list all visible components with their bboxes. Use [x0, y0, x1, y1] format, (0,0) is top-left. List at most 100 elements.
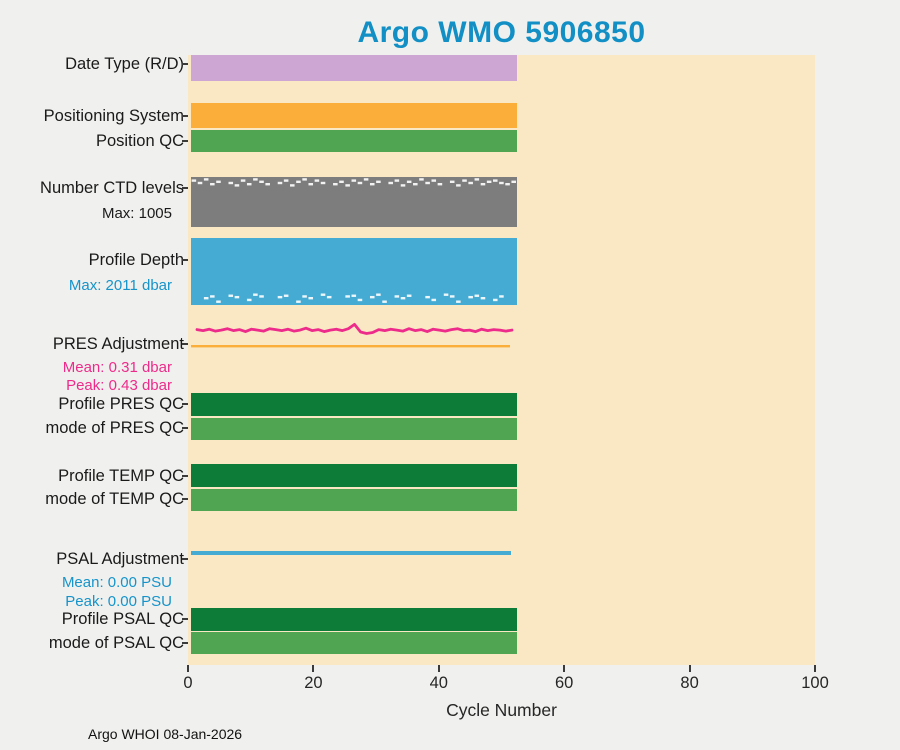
cycle-mark	[197, 181, 203, 185]
cycle-mark	[308, 183, 314, 186]
row-label-date_type: Date Type (R/D)	[65, 55, 184, 73]
cycle-mark	[253, 293, 258, 296]
row-bar-mode_pres_qc	[191, 418, 517, 440]
row-sublabel-pres_adjustment-1: Peak: 0.43 dbar	[66, 377, 172, 394]
cycle-mark	[246, 298, 252, 302]
cycle-mark	[216, 180, 221, 183]
cycle-mark	[369, 295, 375, 299]
cycle-mark	[419, 178, 424, 181]
cycle-mark	[413, 183, 418, 186]
cycle-mark	[216, 300, 221, 303]
cycle-mark	[492, 179, 498, 182]
cycle-mark	[283, 179, 289, 182]
cycle-mark	[474, 178, 480, 181]
cycle-mark	[449, 180, 455, 183]
cycle-mark	[210, 295, 215, 298]
cycle-mark	[283, 294, 289, 297]
cycle-mark	[259, 180, 264, 183]
cycle-mark	[394, 295, 400, 298]
x-axis-tick	[437, 665, 440, 672]
cycle-mark	[468, 181, 473, 185]
row-label-psal_adjustment: PSAL Adjustment	[56, 550, 184, 568]
cycle-mark	[431, 298, 437, 302]
cycle-mark	[210, 183, 215, 186]
cycle-mark	[499, 181, 504, 185]
cycle-mark	[394, 179, 400, 182]
row-label-profile_depth: Profile Depth	[88, 251, 184, 269]
row-bar-positioning_system	[191, 103, 517, 128]
cycle-mark	[425, 181, 430, 185]
cycle-mark	[302, 178, 307, 181]
cycle-mark	[259, 295, 264, 298]
y-axis-tick	[182, 63, 188, 65]
row-bar-profile_temp_qc	[191, 464, 517, 487]
row-label-mode_temp_qc: mode of TEMP QC	[45, 490, 184, 508]
cycle-mark	[431, 179, 437, 182]
row-bar-profile_psal_qc	[191, 608, 517, 631]
cycle-mark	[357, 181, 363, 185]
cycle-mark	[443, 293, 449, 296]
cycle-mark	[468, 295, 473, 299]
chart-title: Argo WMO 5906850	[357, 16, 646, 49]
cycle-mark	[357, 298, 363, 302]
cycle-mark	[474, 294, 480, 297]
cycle-mark	[228, 181, 234, 185]
row-label-position_qc: Position QC	[95, 132, 184, 150]
cycle-mark	[449, 295, 455, 298]
x-axis-tick	[312, 665, 315, 672]
row-bar-date_type	[191, 55, 517, 81]
cycle-mark	[240, 179, 246, 182]
cycle-mark	[492, 298, 498, 302]
cycle-mark	[406, 180, 412, 183]
cycle-mark	[462, 179, 467, 182]
row-bar-ctd_levels	[191, 177, 517, 227]
y-axis-tick	[182, 498, 188, 500]
cycle-mark	[345, 184, 350, 187]
cycle-mark	[203, 178, 209, 181]
x-tick-label: 40	[429, 674, 448, 692]
cycle-mark	[351, 294, 357, 297]
cycle-mark	[345, 295, 350, 298]
cycle-mark	[277, 181, 283, 185]
cycle-mark	[246, 183, 252, 186]
x-tick-label: 60	[555, 674, 574, 692]
cycle-mark	[290, 184, 295, 187]
cycle-mark	[339, 180, 344, 183]
cycle-mark	[456, 300, 461, 303]
row-bar-profile_depth	[191, 238, 517, 305]
row-bar-mode_temp_qc	[191, 489, 517, 511]
y-axis-tick	[182, 259, 188, 261]
cycle-mark	[437, 183, 443, 186]
x-axis-tick	[563, 665, 566, 672]
cycle-mark	[400, 297, 406, 300]
cycle-mark	[382, 300, 387, 303]
cycle-mark	[234, 295, 240, 299]
cycle-mark	[326, 295, 332, 299]
x-tick-label: 20	[304, 674, 323, 692]
y-axis-tick	[182, 343, 188, 345]
x-tick-label: 80	[680, 674, 699, 692]
row-label-mode_psal_qc: mode of PSAL QC	[48, 634, 184, 652]
row-sublabel-pres_adjustment-0: Mean: 0.31 dbar	[62, 359, 172, 376]
row-label-ctd_levels: Number CTD levels	[40, 179, 184, 197]
cycle-mark	[203, 297, 209, 300]
cycle-mark	[265, 183, 270, 186]
y-axis-tick	[182, 140, 188, 142]
cycle-mark	[376, 293, 381, 296]
row-sublabel-ctd_levels-0: Max: 1005	[101, 205, 172, 222]
cycle-mark	[480, 297, 486, 300]
cycle-mark	[363, 178, 369, 181]
cycle-mark	[253, 178, 258, 181]
y-axis-tick	[182, 187, 188, 189]
footer-text: Argo WHOI 08-Jan-2026	[88, 726, 243, 742]
row-sublabel-profile_depth-0: Max: 2011 dbar	[68, 277, 172, 294]
cycle-mark	[376, 180, 381, 183]
cycle-mark	[302, 295, 307, 298]
row-line-psal_adjustment	[191, 551, 511, 555]
row-bar-position_qc	[191, 130, 517, 152]
cycle-mark	[351, 179, 357, 182]
cycle-mark	[400, 184, 406, 187]
cycle-mark	[296, 180, 301, 183]
y-axis-tick	[182, 115, 188, 117]
